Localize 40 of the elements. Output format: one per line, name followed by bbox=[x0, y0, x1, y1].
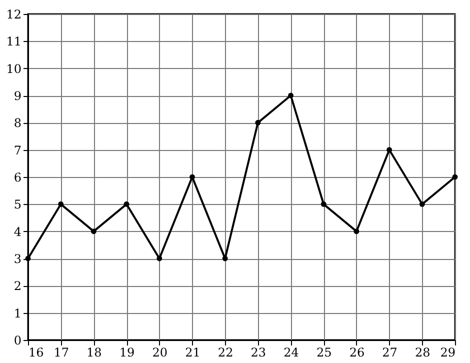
point bbox=[452, 174, 458, 180]
x-tick-label: 20 bbox=[152, 346, 168, 360]
point bbox=[354, 228, 360, 234]
x-tick-label: 26 bbox=[349, 346, 365, 360]
y-tick-label: 3 bbox=[14, 252, 22, 266]
x-tick-label: 18 bbox=[86, 346, 102, 360]
y-tick-label: 8 bbox=[14, 116, 22, 130]
x-tick-label: 25 bbox=[316, 346, 332, 360]
y-tick-label: 0 bbox=[14, 334, 22, 348]
x-tick-label: 19 bbox=[119, 346, 135, 360]
x-tick-label: 21 bbox=[185, 346, 200, 360]
point bbox=[386, 147, 392, 153]
x-tick-label: 24 bbox=[284, 346, 300, 360]
x-tick-label: 27 bbox=[382, 346, 398, 360]
point bbox=[255, 120, 261, 126]
y-tick-label: 2 bbox=[14, 279, 22, 294]
y-tick-label: 7 bbox=[14, 143, 22, 158]
x-tick-label: 17 bbox=[54, 346, 69, 360]
y-tick-label: 4 bbox=[14, 224, 22, 239]
x-tick-label: 28 bbox=[415, 346, 430, 360]
x-tick-label: 23 bbox=[250, 346, 266, 360]
point bbox=[320, 201, 326, 207]
y-tick-label: 9 bbox=[14, 89, 22, 103]
y-tick-label: 1 bbox=[14, 306, 22, 320]
x-tick-label: 29 bbox=[440, 346, 456, 360]
y-tick-label: 10 bbox=[6, 62, 22, 76]
point bbox=[189, 174, 195, 180]
point bbox=[124, 201, 130, 207]
y-tick-label: 5 bbox=[14, 198, 22, 212]
point bbox=[58, 201, 64, 207]
point bbox=[222, 256, 228, 262]
y-tick-label: 12 bbox=[6, 8, 22, 22]
y-tick-label: 11 bbox=[6, 34, 22, 49]
point bbox=[156, 256, 162, 262]
point bbox=[419, 201, 425, 207]
point bbox=[90, 228, 96, 234]
y-tick-label: 6 bbox=[14, 170, 22, 184]
point bbox=[288, 92, 294, 98]
x-tick-label: 16 bbox=[28, 346, 44, 360]
x-tick-label: 22 bbox=[218, 346, 234, 360]
